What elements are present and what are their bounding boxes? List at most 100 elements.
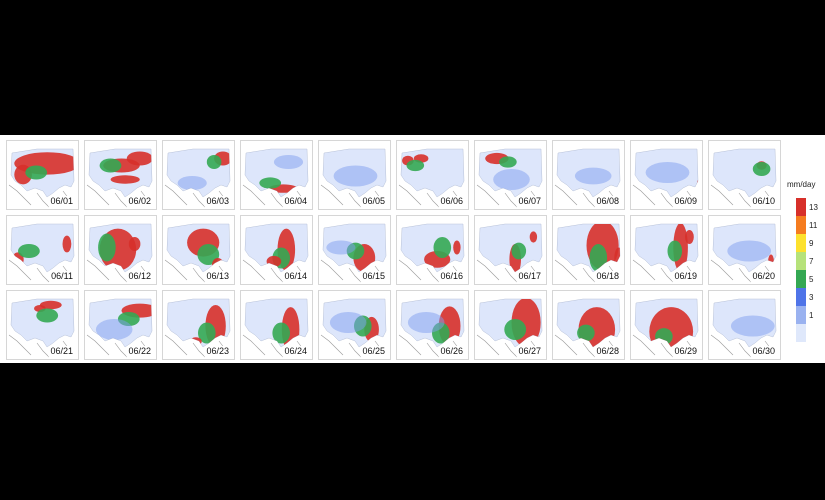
precip-blob-blue [273,155,304,169]
map-tile: 06/20 [708,215,781,285]
precip-map [476,148,543,208]
map-tile: 06/04 [240,140,313,210]
precip-blob-blue [177,176,207,190]
precip-map [476,298,543,358]
precip-blob-red [110,175,140,184]
precip-blob-green [499,156,517,168]
map-tile: 06/03 [162,140,235,210]
precip-blob-red [529,231,538,243]
precip-blob-green [511,242,527,260]
precip-map [320,298,387,358]
map-tile: 06/27 [474,290,547,360]
precip-map [398,223,465,283]
date-label: 06/16 [438,271,465,282]
precip-blob-blue [645,162,690,183]
map-tile: 06/06 [396,140,469,210]
legend-swatch [796,306,806,324]
date-label: 06/10 [750,196,777,207]
legend-tick: 1 [809,311,814,320]
date-label: 06/03 [204,196,231,207]
map-tile: 06/23 [162,290,235,360]
precip-blob-red [685,230,694,244]
precip-blob-red [128,237,141,251]
date-label: 06/22 [126,346,153,357]
precip-blob-green [18,244,40,258]
precip-blob-blue [727,240,772,262]
precip-map [476,223,543,283]
precip-blob-red [62,235,72,253]
date-label: 06/06 [438,196,465,207]
map-tile: 06/15 [318,215,391,285]
date-label: 06/15 [360,271,387,282]
precip-map [398,298,465,358]
precip-blob-blue [326,240,356,255]
date-label: 06/28 [594,346,621,357]
map-tile: 06/18 [552,215,625,285]
precipitation-panel: 06/01 06/02 06/03 06/04 06/05 06/06 06/07 06/08… [0,135,825,363]
precip-blob-red [614,247,620,269]
precip-map [86,148,153,208]
precip-blob-blue [730,315,775,337]
date-label: 06/12 [126,271,153,282]
legend-swatch [796,252,806,270]
date-label: 06/25 [360,346,387,357]
precip-blob-green [198,322,216,344]
map-tile: 06/14 [240,215,313,285]
map-tile: 06/10 [708,140,781,210]
map-tile: 06/16 [396,215,469,285]
precip-blob-red [39,300,62,310]
date-label: 06/14 [282,271,309,282]
precip-map [86,298,153,358]
precip-blob-blue [333,165,378,187]
precip-map [320,148,387,208]
precip-map [632,298,699,358]
map-tile: 06/02 [84,140,157,210]
precip-blob-green [206,155,222,169]
legend-tick: 11 [809,221,818,230]
precip-blob-green [433,237,452,258]
date-label: 06/30 [750,346,777,357]
precip-blob-green [197,244,220,265]
land-region [10,298,75,348]
map-tile: 06/19 [630,215,703,285]
date-label: 06/26 [438,346,465,357]
colorbar-legend: mm/day 13 11 9 7 5 3 1 [783,176,825,351]
date-label: 06/11 [49,271,75,282]
map-tile: 06/05 [318,140,391,210]
date-label: 06/19 [672,271,699,282]
precip-blob-blue [574,167,612,185]
legend-tick: 5 [809,275,814,284]
precip-map [710,298,780,358]
precip-map [86,223,153,283]
precip-blob-green [98,233,116,262]
precip-blob-blue [329,312,367,333]
precip-blob-green [752,162,771,176]
date-label: 06/20 [750,271,777,282]
precip-blob-red [776,309,780,351]
precip-map [8,148,75,208]
legend-swatch [796,234,806,252]
precip-map [632,148,699,208]
precip-blob-red [126,151,152,166]
legend-swatch [796,324,806,342]
map-tile: 06/17 [474,215,547,285]
legend-tick: 13 [809,203,818,212]
legend-tick: 3 [809,293,814,302]
legend-tick: 7 [809,257,814,266]
precip-blob-blue [493,169,530,190]
precip-blob-red [266,255,282,268]
date-label: 06/27 [516,346,543,357]
date-label: 06/18 [594,271,621,282]
precip-map [632,223,699,283]
date-label: 06/08 [594,196,621,207]
date-label: 06/17 [516,271,543,282]
map-tile: 06/09 [630,140,703,210]
map-tile: 06/29 [630,290,703,360]
precip-map [8,298,75,358]
map-tile: 06/30 [708,290,781,360]
precip-map [242,148,309,208]
date-label: 06/21 [48,346,75,357]
map-tile: 06/01 [6,140,79,210]
date-label: 06/23 [204,346,231,357]
precip-blob-red [696,179,698,194]
